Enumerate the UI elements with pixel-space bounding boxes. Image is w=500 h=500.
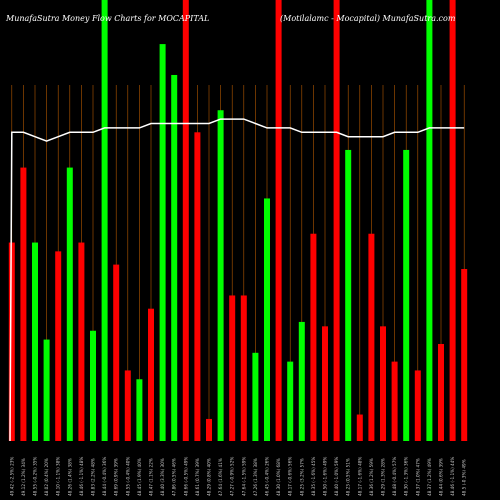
flow-bar [380, 326, 386, 441]
x-tick-label: 48.30 (-1.3%) 36% [404, 457, 409, 496]
x-tick-label: 48.37 (1.2%) 49% [427, 458, 432, 496]
x-tick-label: 48.17 (-0.6%) 56% [288, 457, 293, 496]
flow-bar [449, 0, 456, 441]
x-tick-labels: 49.42 (-2.5%) 23% 49.12 (1.2%) 34% 48.55 (… [9, 457, 466, 496]
flow-bar [461, 269, 468, 441]
x-tick-label: 48.17 (-1.6%) 48% [357, 457, 362, 496]
x-tick-label: 48.35 (-1.6%) 45% [311, 457, 316, 496]
x-tick-label: 47.64 (-1.5%) 59% [241, 457, 246, 496]
flow-bar [20, 167, 27, 441]
flow-bar [113, 264, 120, 441]
x-tick-label: 48.29 (0.8%) 40% [207, 458, 212, 496]
price-line [9, 118, 465, 442]
flow-bar [43, 339, 50, 441]
x-tick-label: 48.45 (1.9%) 40% [137, 458, 142, 496]
flow-bar [345, 149, 352, 441]
flow-bar [124, 370, 131, 441]
x-tick-label: 48.55 (-0.2%) 35% [33, 457, 38, 496]
x-tick-label: 48.26 (1.4%) 38% [67, 458, 72, 496]
flow-bar [78, 242, 85, 441]
flow-bar [194, 132, 201, 442]
flow-bar [136, 379, 143, 441]
x-tick-label: 48.40 (-1.0%) 59% [334, 457, 339, 496]
x-tick-label: 48.44 (-0.4%) 36% [102, 457, 107, 496]
x-tick-label: 48.36 (1.2%) 59% [369, 458, 374, 496]
flow-bar [264, 198, 270, 441]
x-tick-label: 48.02 (0.4%) 20% [44, 458, 49, 496]
x-tick-label: 48.44 (0.6%) 39% [439, 458, 444, 496]
x-tick-label: 48.55 (-0.4%) 40% [125, 457, 130, 496]
flow-bar [229, 295, 236, 441]
flow-bar [310, 233, 317, 441]
x-tick-label: 48.46 (-1.1%) 44% [450, 457, 455, 496]
flow-bar [206, 418, 212, 441]
x-tick-label: 48.5 (-0.3%) 49% [462, 459, 467, 496]
x-tick-label: 48.25 (3.2%) 57% [299, 458, 304, 496]
flow-bar [368, 233, 375, 441]
flow-bar [148, 308, 154, 441]
flow-bar [171, 74, 178, 441]
x-tick-label: 49.12 (1.2%) 34% [21, 458, 26, 496]
x-tick-label: 48.83 (2.2%) 48% [91, 458, 96, 496]
flow-bar [159, 44, 166, 441]
flow-bar [438, 343, 444, 441]
flow-bar [403, 149, 410, 441]
x-tick-label: 47.27 (-0.9%) 52% [230, 457, 235, 496]
x-tick-label: 48.30 (1.0%) 68% [276, 458, 281, 496]
flow-bar [275, 0, 282, 441]
flow-bar [217, 110, 224, 441]
x-tick-label: 48.61 (0.7%) 39% [195, 458, 200, 496]
x-tick-label: 49.42 (-2.5%) 23% [9, 457, 14, 496]
x-tick-label: 48.46 (-1.1%) 48% [79, 457, 84, 496]
x-tick-label: 48.23 (0.5%) 51% [346, 458, 351, 496]
flow-bar [426, 0, 433, 441]
flow-bar [287, 361, 294, 441]
flow-bar [101, 0, 108, 441]
x-tick-label: 48.48 (-0.4%) 57% [392, 457, 397, 496]
flow-bar [8, 242, 15, 441]
chart-title: MunafaSutra Money Flow Charts for MOCAPI… [5, 14, 209, 23]
bars [8, 0, 468, 442]
chart-subtitle: (Motilalamc - Mocapital) MunafaSutra.com [280, 14, 456, 23]
x-tick-label: 48.29 (1.3%) 28% [381, 458, 386, 496]
flow-bar [66, 167, 73, 441]
flow-bar [414, 370, 421, 441]
x-tick-label: 47.86 (0.5%) 46% [172, 458, 177, 496]
x-tick-label: 47.64 (1.6%) 41% [218, 458, 223, 496]
x-tick-label: 47.26 (1.3%) 38% [253, 458, 258, 496]
flow-bar [90, 330, 96, 441]
x-tick-label: 48.47 (1.1%) 22% [149, 458, 154, 496]
x-tick-label: 48.50 (-1.6%) 49% [323, 457, 328, 496]
flow-bar [356, 414, 363, 441]
x-tick-label: 48.40 (3.3%) 30% [160, 458, 165, 496]
x-tick-label: 48.10 (-1.1%) 38% [56, 457, 61, 496]
flow-bar [322, 326, 328, 441]
flow-bar [298, 321, 305, 441]
flow-bar [32, 242, 38, 441]
flow-bar [333, 0, 340, 441]
flow-bar [252, 352, 259, 441]
flow-bar [182, 0, 189, 441]
x-tick-label: 48.66 (-0.5%) 49% [183, 457, 188, 496]
flow-bar [55, 251, 62, 441]
x-tick-label: 48.69 (0.9%) 39% [114, 458, 119, 496]
flow-bar [391, 361, 398, 441]
x-tick-label: 46.45 (-0.4%) 26% [265, 457, 270, 496]
flow-bar [240, 295, 247, 441]
x-tick-label: 48.37 (1.0%) 47% [415, 458, 420, 496]
